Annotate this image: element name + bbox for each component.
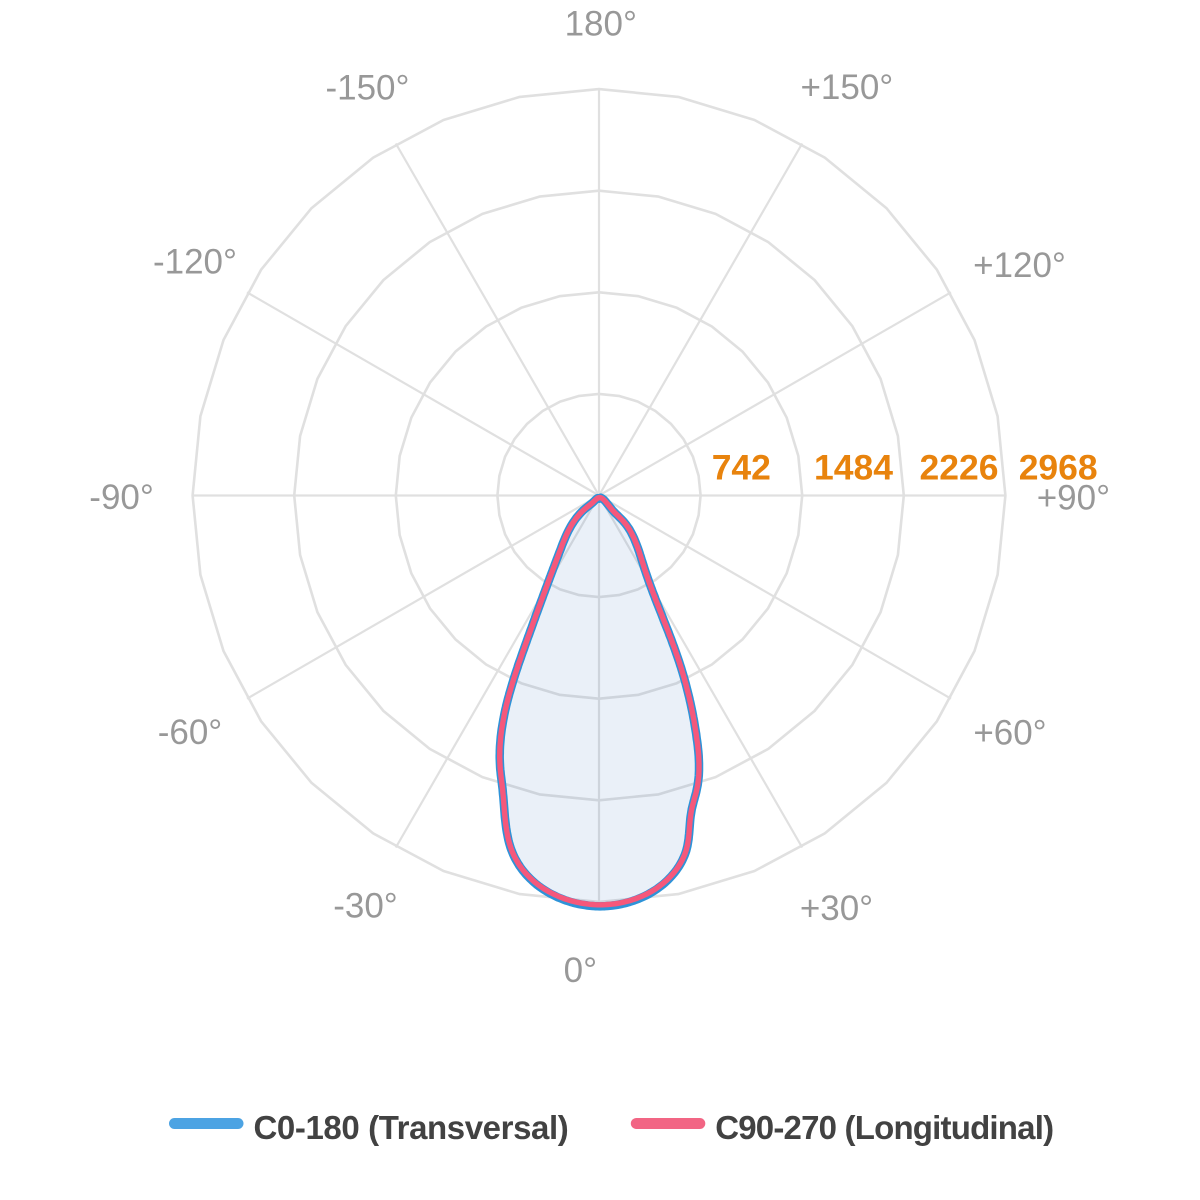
svg-text:1484: 1484	[814, 448, 893, 488]
svg-text:+30°: +30°	[800, 889, 873, 928]
svg-text:-90°: -90°	[89, 478, 154, 517]
svg-text:C90-270 (Longitudinal): C90-270 (Longitudinal)	[715, 1109, 1053, 1146]
svg-text:0°: 0°	[564, 951, 597, 990]
svg-text:+90°: +90°	[1037, 478, 1110, 517]
svg-text:742: 742	[712, 448, 771, 488]
svg-text:2226: 2226	[920, 448, 999, 488]
svg-text:+120°: +120°	[973, 246, 1066, 285]
svg-text:-60°: -60°	[158, 713, 223, 752]
svg-text:180°: 180°	[565, 5, 637, 44]
svg-text:+60°: +60°	[973, 714, 1046, 753]
svg-text:C0-180 (Transversal): C0-180 (Transversal)	[254, 1109, 569, 1146]
svg-text:-120°: -120°	[153, 243, 237, 282]
svg-text:-150°: -150°	[325, 69, 409, 108]
svg-text:2968: 2968	[1019, 448, 1098, 488]
svg-text:-30°: -30°	[333, 887, 398, 926]
svg-text:+150°: +150°	[800, 68, 893, 107]
